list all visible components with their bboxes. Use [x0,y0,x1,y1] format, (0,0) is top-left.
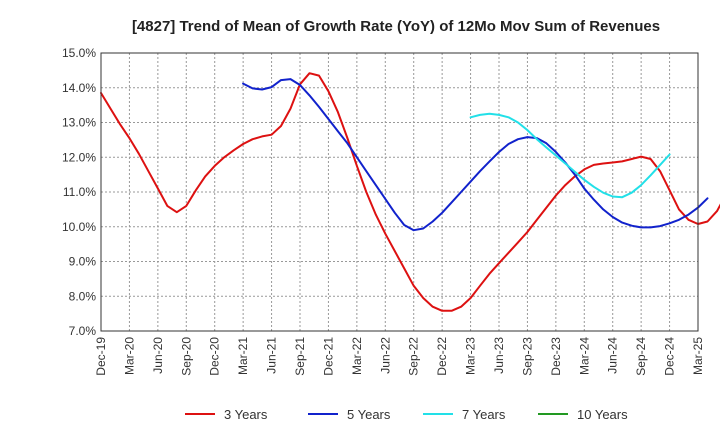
y-tick-label: 8.0% [69,289,97,303]
plot-frame [100,52,699,332]
x-tick-label: Sep-22 [407,337,421,376]
x-tick-label: Mar-20 [122,337,136,375]
x-tick-label: Sep-24 [634,337,648,376]
grid-layer [100,52,699,332]
x-tick-label: Jun-23 [492,337,506,374]
x-tick-label: Dec-24 [663,337,677,376]
y-axis: 15.0% 14.0% 13.0% 12.0% 11.0% 10.0% 9.0% 8.0% 7.… [62,46,96,338]
x-tick-label: Dec-22 [435,337,449,376]
x-tick-label: Mar-24 [577,337,591,375]
series-layer [100,72,720,312]
x-tick-label: Dec-23 [549,337,563,376]
series-line-7-years [469,112,671,199]
legend-label: 10 Years [577,407,628,422]
x-tick-label: Mar-23 [464,337,478,375]
x-tick-label: Dec-20 [208,337,222,376]
y-tick-label: 11.0% [63,185,96,199]
x-tick-label: Jun-22 [378,337,392,374]
chart-title: [4827] Trend of Mean of Growth Rate (YoY… [132,18,660,35]
x-tick-label: Jun-24 [606,337,620,374]
y-tick-label: 12.0% [62,150,96,164]
y-tick-label: 14.0% [62,81,96,95]
series-line-3-years [100,72,720,312]
legend-label: 3 Years [224,407,268,422]
legend: 3 Years 5 Years 7 Years 10 Years [185,407,628,422]
y-tick-label: 15.0% [62,46,96,60]
x-tick-label: Dec-21 [321,337,335,376]
x-tick-label: Sep-23 [520,337,534,376]
x-tick-label: Mar-22 [350,337,364,375]
y-tick-label: 13.0% [62,116,96,130]
y-tick-label: 9.0% [69,255,97,269]
legend-label: 7 Years [462,407,506,422]
x-tick-label: Mar-21 [236,337,250,375]
x-tick-label: Jun-21 [265,337,279,374]
x-tick-label: Dec-19 [94,337,108,376]
y-tick-label: 7.0% [69,324,97,338]
x-tick-label: Sep-21 [293,337,307,376]
x-tick-label: Jun-20 [151,337,165,374]
x-axis: Dec-19 Mar-20 Jun-20 Sep-20 Dec-20 Mar-21 Jun-… [94,337,705,376]
y-tick-label: 10.0% [62,220,96,234]
x-tick-label: Sep-20 [179,337,193,376]
series-line-5-years [242,78,709,232]
legend-label: 5 Years [347,407,391,422]
x-tick-label: Mar-25 [691,337,705,375]
